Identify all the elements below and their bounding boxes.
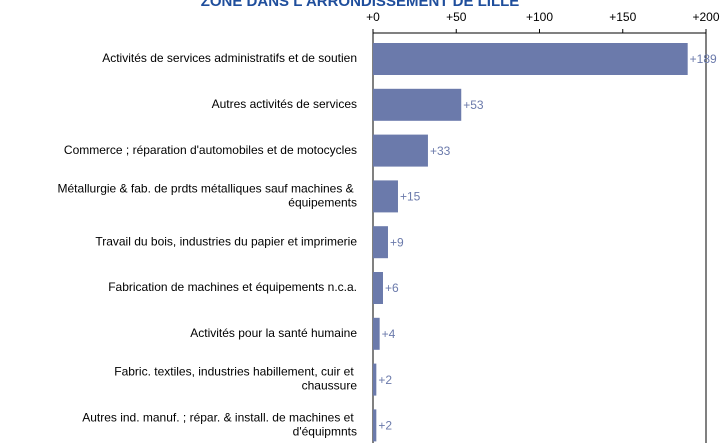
- y-tick-label: Autres activités de services: [212, 97, 357, 111]
- y-tick-label: Autres ind. manuf. ; répar. & install. d…: [82, 411, 357, 439]
- value-label: +53: [463, 98, 484, 112]
- bar: [373, 272, 383, 304]
- value-label: +189: [690, 52, 717, 66]
- y-tick-label: Travail du bois, industries du papier et…: [95, 234, 357, 248]
- bar: [373, 226, 388, 259]
- bar: [373, 134, 428, 167]
- bar: [373, 180, 398, 213]
- bar: [373, 88, 462, 121]
- chart-title: ZONE DANS L'ARRONDISSEMENT DE LILLE: [201, 0, 520, 10]
- y-tick-label: Activités pour la santé humaine: [190, 326, 357, 340]
- value-label: +6: [385, 281, 399, 295]
- x-tick-label: +150: [609, 10, 636, 24]
- bar: [373, 43, 688, 75]
- x-tick-label: +50: [446, 10, 467, 24]
- y-tick-label: Fabric. textiles, industries habillement…: [114, 365, 357, 393]
- x-tick-label: +0: [366, 10, 380, 24]
- value-label: +2: [378, 373, 392, 387]
- value-label: +4: [382, 327, 396, 341]
- value-label: +33: [430, 144, 451, 158]
- bar: [373, 363, 377, 396]
- y-tick-label: Métallurgie & fab. de prdts métalliques …: [58, 182, 357, 210]
- bar: [373, 409, 377, 442]
- x-tick-label: +200: [692, 10, 719, 24]
- y-tick-label: Commerce ; réparation d'automobiles et d…: [64, 143, 357, 157]
- value-label: +2: [378, 419, 392, 433]
- y-tick-label: Activités de services administratifs et …: [102, 51, 357, 65]
- x-tick-label: +100: [526, 10, 553, 24]
- y-tick-label: Fabrication de machines et équipements n…: [108, 280, 357, 294]
- bar: [373, 317, 380, 350]
- value-label: +15: [400, 190, 421, 204]
- value-label: +9: [390, 235, 404, 249]
